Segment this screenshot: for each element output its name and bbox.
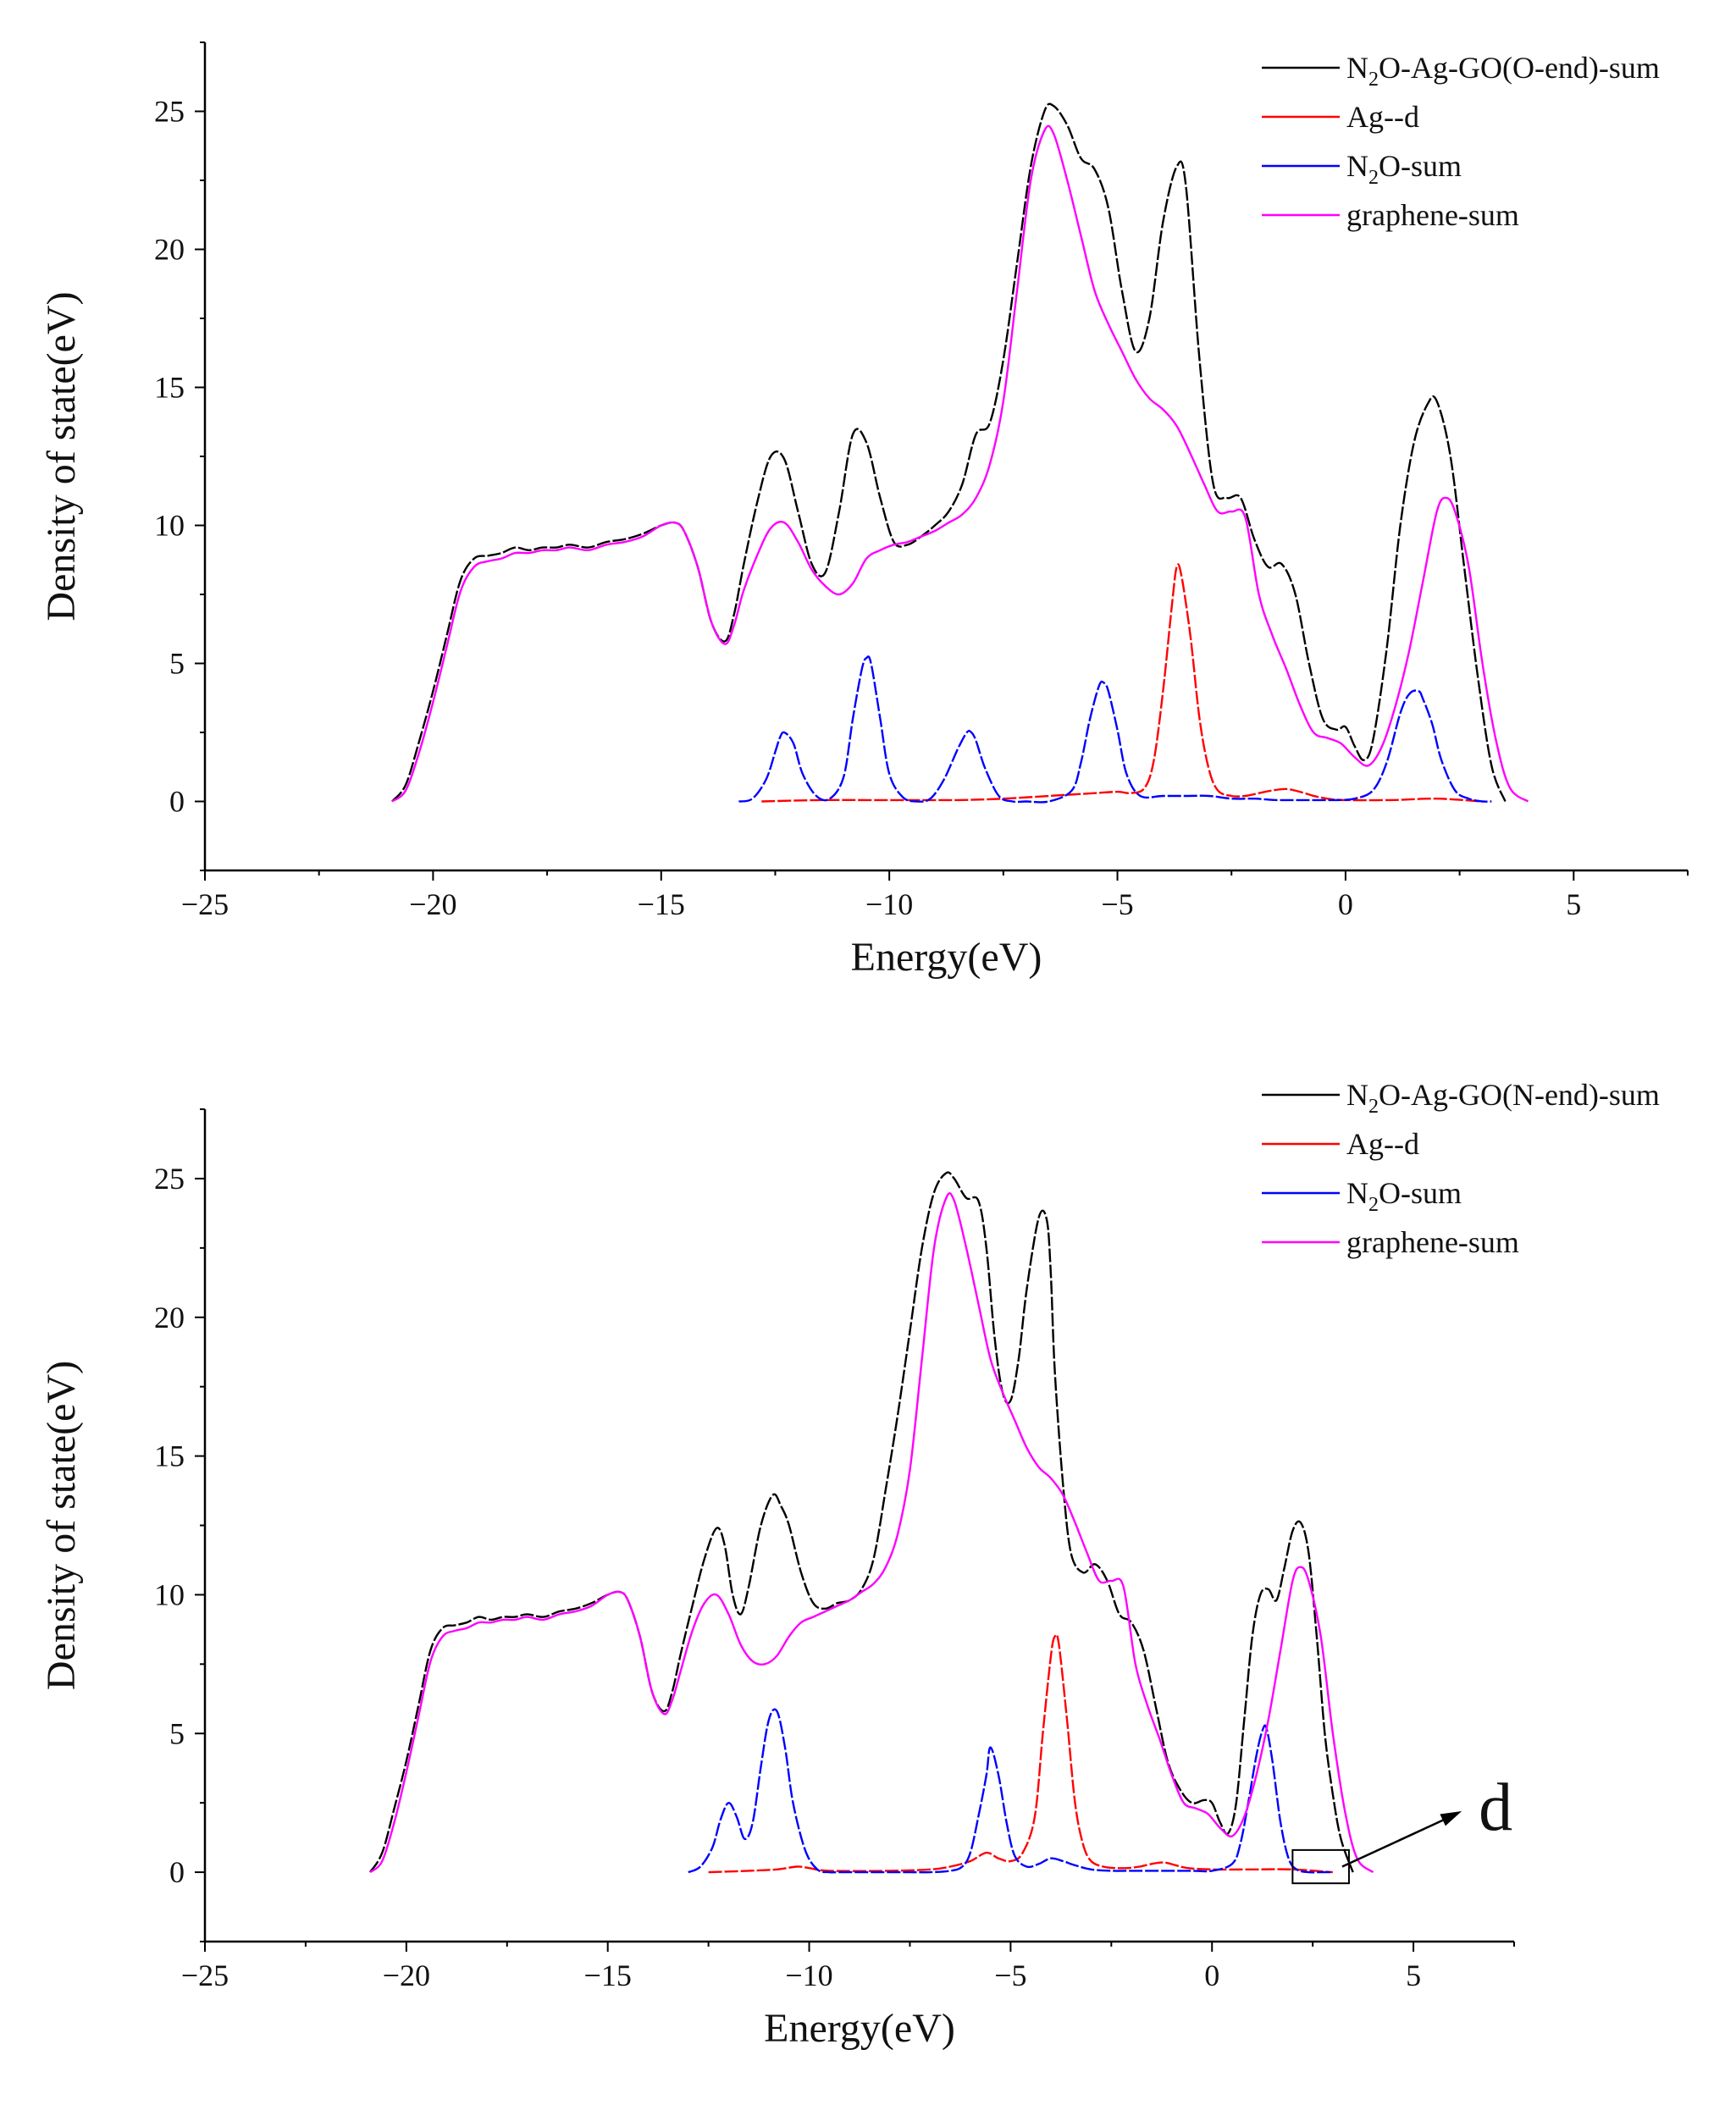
- dos-chart-n-end: −25 −20 −15 −10 −5 0 5 0 5 10 15 20 25 Energy(eV) Dens…: [39, 1078, 1660, 2051]
- series-line-3: [369, 1192, 1374, 1874]
- x-tick-label: 5: [1566, 887, 1581, 921]
- y-axis-title: Density of state(eV): [39, 291, 84, 621]
- x-tick-label: 5: [1406, 1959, 1421, 1992]
- annotation-arrow-head: [1440, 1810, 1462, 1826]
- x-tick-label: −5: [994, 1959, 1026, 1992]
- x-tick-label: −20: [383, 1959, 430, 1992]
- legend-label-0: N2O-Ag-GO(N-end)-sum: [1346, 1078, 1660, 1118]
- y-tick-label: 25: [154, 1162, 185, 1196]
- series-line-0: [390, 102, 1507, 803]
- series-line-2: [738, 655, 1492, 804]
- y-tick-label: 20: [154, 233, 185, 267]
- legend-label-1: Ag--d: [1346, 1127, 1419, 1161]
- y-tick-label: 10: [154, 509, 185, 543]
- x-axis-title: Energy(eV): [764, 2006, 955, 2051]
- x-tick-label: −5: [1101, 887, 1133, 921]
- legend-label-2: N2O-sum: [1346, 1176, 1462, 1216]
- y-tick-label: 15: [154, 371, 185, 405]
- x-axis-title: Energy(eV): [851, 935, 1042, 980]
- y-axis-title: Density of state(eV): [39, 1361, 84, 1690]
- y-tick-label: 0: [169, 1855, 185, 1889]
- legend-label-3: graphene-sum: [1346, 198, 1519, 232]
- y-tick-label: 15: [154, 1439, 185, 1473]
- x-tick-label: −20: [409, 887, 456, 921]
- x-tick-label: 0: [1338, 887, 1353, 921]
- legend-label-0: N2O-Ag-GO(O-end)-sum: [1346, 51, 1660, 91]
- series-line-1: [761, 563, 1483, 803]
- dos-chart-o-end: −25 −20 −15 −10 −5 0 5 0 5 10 15 20 25 Energy(eV) Dens…: [39, 41, 1689, 980]
- x-tick-label: −15: [584, 1959, 632, 1992]
- x-tick-label: −10: [785, 1959, 832, 1992]
- x-tick-label: −10: [865, 887, 913, 921]
- legend-label-3: graphene-sum: [1346, 1225, 1519, 1259]
- y-tick-label: 20: [154, 1301, 185, 1334]
- x-tick-label: 0: [1204, 1959, 1219, 1992]
- annotation-arrow-line: [1341, 1814, 1454, 1868]
- x-tick-label: −15: [638, 887, 685, 921]
- y-tick-label: 0: [169, 785, 185, 819]
- legend-label-2: N2O-sum: [1346, 149, 1462, 189]
- x-tick-label: −25: [181, 887, 229, 921]
- annotation-box: [1291, 1848, 1350, 1885]
- series-line-3: [391, 124, 1529, 803]
- y-tick-label: 5: [169, 1716, 185, 1750]
- x-tick-label: −25: [181, 1959, 229, 1992]
- y-tick-label: 5: [169, 647, 185, 681]
- legend-label-1: Ag--d: [1346, 100, 1419, 134]
- series-line-1: [708, 1633, 1333, 1874]
- annotation-label: d: [1479, 1771, 1512, 1845]
- y-tick-label: 10: [154, 1577, 185, 1611]
- y-tick-label: 25: [154, 95, 185, 129]
- series-line-2: [688, 1708, 1333, 1874]
